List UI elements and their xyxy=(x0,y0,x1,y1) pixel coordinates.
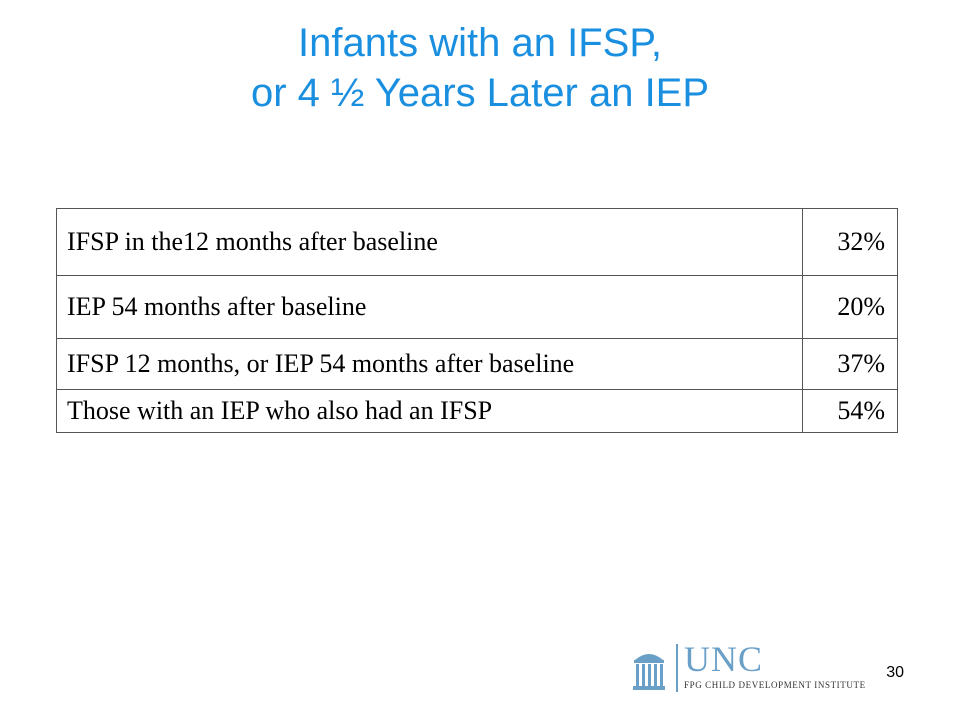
table-row: IFSP in the12 months after baseline 32% xyxy=(56,208,898,276)
table-row: IFSP 12 months, or IEP 54 months after b… xyxy=(56,338,898,390)
table-row: IEP 54 months after baseline 20% xyxy=(56,275,898,339)
row-value: 37% xyxy=(802,338,898,390)
logo-name: UNC xyxy=(684,639,764,679)
old-well-icon xyxy=(633,654,665,690)
page-number: 30 xyxy=(886,664,904,681)
slide-title: Infants with an IFSP, or 4 ½ Years Later… xyxy=(0,18,960,118)
row-value: 20% xyxy=(802,275,898,339)
row-label: IFSP in the12 months after baseline xyxy=(56,208,803,276)
row-label: IEP 54 months after baseline xyxy=(56,275,803,339)
title-line-1: Infants with an IFSP, xyxy=(298,21,662,65)
row-label: Those with an IEP who also had an IFSP xyxy=(56,389,803,433)
logo-divider xyxy=(676,644,678,692)
row-value: 32% xyxy=(802,208,898,276)
row-value: 54% xyxy=(802,389,898,433)
statistics-table: IFSP in the12 months after baseline 32% … xyxy=(56,208,898,433)
title-line-2: or 4 ½ Years Later an IEP xyxy=(250,71,710,115)
logo-subtitle: FPG CHILD DEVELOPMENT INSTITUTE xyxy=(684,680,866,690)
table-row: Those with an IEP who also had an IFSP 5… xyxy=(56,389,898,433)
row-label: IFSP 12 months, or IEP 54 months after b… xyxy=(56,338,803,390)
unc-fpg-logo: UNC FPG CHILD DEVELOPMENT INSTITUTE xyxy=(628,640,878,696)
